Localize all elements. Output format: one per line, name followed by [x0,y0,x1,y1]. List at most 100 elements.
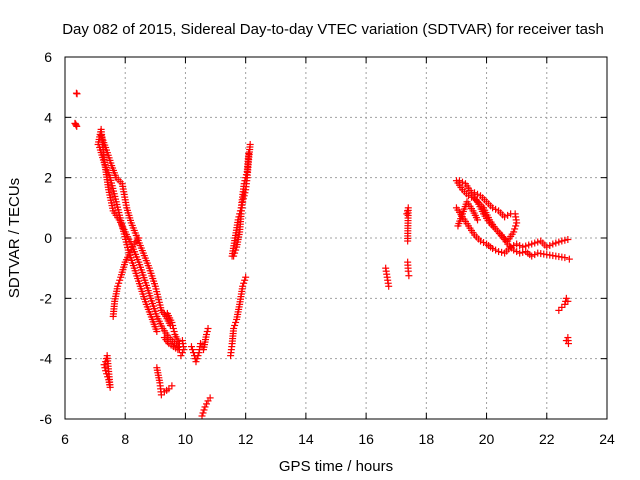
y-tick-label: 0 [44,230,52,246]
data-point [242,171,250,179]
data-point [561,236,569,244]
data-point [531,251,539,259]
data-point [230,325,238,332]
data-point [199,409,207,417]
data-point [201,403,209,411]
data-point [561,300,569,308]
data-point [241,177,249,185]
data-point [206,394,214,402]
data-point [198,412,206,420]
data-point [165,385,173,393]
x-tick-label: 14 [298,431,314,447]
data-point [471,189,479,197]
data-point [495,248,503,256]
data-point [188,346,196,354]
data-point [72,89,80,97]
data-point [480,239,488,247]
data-point [507,210,515,218]
data-point [169,325,177,332]
data-point [153,328,161,336]
y-tick-label: -4 [40,351,53,367]
data-point [232,318,240,326]
data-point [174,346,182,354]
data-point [103,352,111,360]
data-point [192,358,200,366]
data-point [100,361,108,369]
data-point [522,242,530,250]
data-point [236,210,244,218]
data-point [403,210,411,218]
data-point [101,364,109,372]
data-point [236,207,244,215]
x-axis-title: GPS time / hours [279,458,393,475]
data-point [528,240,536,248]
data-point [455,177,463,185]
data-point [203,328,211,336]
data-point [114,282,122,290]
data-points [71,89,573,420]
data-point [203,400,211,408]
x-tick-label: 24 [599,431,615,447]
x-tick-label: 8 [121,431,129,447]
data-point [239,282,247,290]
data-point [242,174,250,182]
data-point [564,297,572,305]
data-point [562,294,570,302]
data-point [510,228,518,236]
data-point [240,279,248,287]
data-point [489,245,497,253]
data-point [203,331,211,339]
data-point [404,267,412,275]
plot-frame [64,56,608,420]
data-point [241,276,249,284]
data-point [564,340,572,348]
data-point [194,352,202,360]
x-tick-label: 12 [238,431,254,447]
data-point [240,192,248,200]
y-tick-label: 4 [44,109,52,125]
data-point [477,237,485,245]
data-point [240,180,248,188]
data-point [116,276,124,284]
data-point [171,331,179,339]
data-point [555,306,563,314]
chart-title: Day 082 of 2015, Sidereal Day-to-day VTE… [62,21,604,38]
data-point [528,252,536,260]
data-point [129,243,137,251]
data-point [510,242,518,250]
data-point [127,246,135,254]
data-point [200,406,208,414]
data-point [180,346,188,354]
data-point [513,240,521,248]
y-tick-label: -6 [40,411,53,427]
data-point [512,222,520,230]
data-point [404,237,412,245]
data-point [73,122,81,130]
data-point [498,248,506,256]
data-point [565,255,573,263]
data-point [102,355,110,363]
data-point [72,121,80,129]
data-point [169,321,177,329]
data-point [135,234,143,242]
y-tick-label: 6 [44,49,52,65]
data-point [561,254,569,262]
x-tick-label: 16 [358,431,374,447]
data-point [405,272,413,280]
data-point [534,238,542,246]
data-point [102,358,110,366]
data-point [495,207,503,215]
data-point [115,279,123,287]
data-point [513,248,521,256]
data-point [163,309,171,317]
data-point [187,343,195,351]
data-point [474,190,482,198]
data-point [242,273,250,281]
data-point [73,90,81,98]
data-point [157,391,165,399]
data-point [543,243,551,251]
data-point [552,239,560,247]
